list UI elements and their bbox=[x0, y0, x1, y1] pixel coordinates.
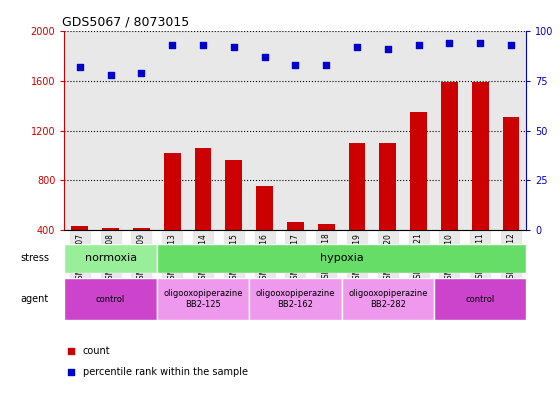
Text: stress: stress bbox=[20, 253, 49, 263]
Point bbox=[506, 42, 515, 48]
Point bbox=[67, 348, 76, 354]
Point bbox=[106, 72, 115, 78]
Text: oligooxopiperazine
BB2-125: oligooxopiperazine BB2-125 bbox=[164, 289, 242, 309]
Text: control: control bbox=[465, 295, 495, 303]
Bar bbox=[318, 224, 335, 230]
Bar bbox=[249, 278, 342, 320]
Bar bbox=[157, 278, 249, 320]
Bar bbox=[502, 117, 520, 230]
Bar bbox=[410, 112, 427, 230]
Text: agent: agent bbox=[21, 294, 49, 304]
Point bbox=[321, 62, 330, 68]
Bar bbox=[157, 244, 526, 273]
Bar bbox=[256, 187, 273, 230]
Bar bbox=[133, 228, 150, 230]
Point bbox=[230, 44, 239, 50]
Point bbox=[414, 42, 423, 48]
Text: count: count bbox=[83, 346, 110, 356]
Text: normoxia: normoxia bbox=[85, 253, 137, 263]
Point bbox=[168, 42, 177, 48]
Text: oligooxopiperazine
BB2-162: oligooxopiperazine BB2-162 bbox=[256, 289, 335, 309]
Text: percentile rank within the sample: percentile rank within the sample bbox=[83, 367, 248, 377]
Bar bbox=[342, 278, 434, 320]
Text: hypoxia: hypoxia bbox=[320, 253, 363, 263]
Bar bbox=[441, 82, 458, 230]
Point bbox=[198, 42, 207, 48]
Point bbox=[137, 70, 146, 76]
Bar bbox=[64, 278, 157, 320]
Point bbox=[260, 54, 269, 61]
Bar bbox=[434, 278, 526, 320]
Point bbox=[67, 369, 76, 375]
Bar bbox=[71, 226, 88, 230]
Bar bbox=[102, 228, 119, 230]
Bar bbox=[379, 143, 396, 230]
Bar bbox=[194, 148, 212, 230]
Point bbox=[383, 46, 392, 52]
Bar bbox=[225, 160, 242, 230]
Bar bbox=[64, 244, 157, 273]
Point bbox=[75, 64, 85, 70]
Bar bbox=[472, 82, 489, 230]
Point bbox=[291, 62, 300, 68]
Bar bbox=[348, 143, 366, 230]
Text: GDS5067 / 8073015: GDS5067 / 8073015 bbox=[62, 16, 189, 29]
Point bbox=[353, 44, 362, 50]
Point bbox=[445, 40, 454, 46]
Text: oligooxopiperazine
BB2-282: oligooxopiperazine BB2-282 bbox=[348, 289, 427, 309]
Bar bbox=[164, 153, 181, 230]
Text: control: control bbox=[96, 295, 125, 303]
Bar bbox=[287, 222, 304, 230]
Point bbox=[476, 40, 485, 46]
